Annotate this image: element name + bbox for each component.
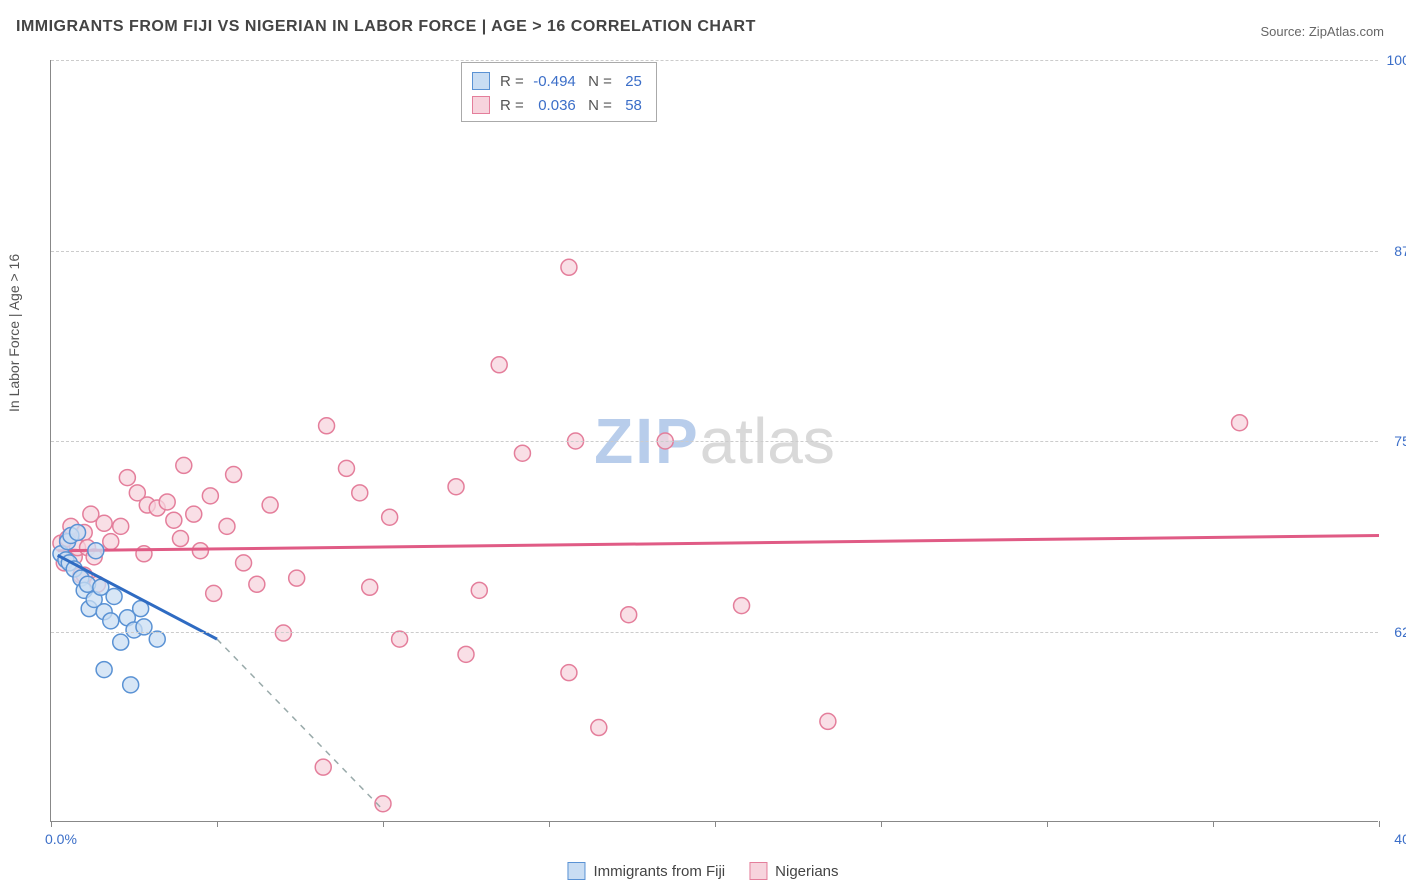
xtick bbox=[715, 821, 716, 827]
xtick bbox=[549, 821, 550, 827]
data-point bbox=[561, 665, 577, 681]
data-point bbox=[561, 259, 577, 275]
data-point bbox=[362, 579, 378, 595]
data-point bbox=[289, 570, 305, 586]
data-point bbox=[119, 470, 135, 486]
swatch-nigerian-icon bbox=[749, 862, 767, 880]
legend-item-nigerian: Nigerians bbox=[749, 862, 838, 880]
data-point bbox=[319, 418, 335, 434]
gridline bbox=[51, 60, 1378, 61]
legend-label-nigerian: Nigerians bbox=[775, 863, 838, 880]
ytick-label: 62.5% bbox=[1394, 624, 1406, 640]
data-point bbox=[491, 357, 507, 373]
data-point bbox=[275, 625, 291, 641]
xtick bbox=[1379, 821, 1380, 827]
ytick-label: 87.5% bbox=[1394, 243, 1406, 259]
data-point bbox=[315, 759, 331, 775]
xtick bbox=[217, 821, 218, 827]
data-point bbox=[136, 619, 152, 635]
data-point bbox=[202, 488, 218, 504]
data-point bbox=[226, 467, 242, 483]
data-point bbox=[734, 598, 750, 614]
data-point bbox=[392, 631, 408, 647]
xtick bbox=[383, 821, 384, 827]
data-point bbox=[88, 543, 104, 559]
data-point bbox=[448, 479, 464, 495]
data-point bbox=[514, 445, 530, 461]
data-point bbox=[149, 631, 165, 647]
data-point bbox=[236, 555, 252, 571]
ytick-label: 75.0% bbox=[1394, 433, 1406, 449]
data-point bbox=[96, 515, 112, 531]
data-point bbox=[820, 713, 836, 729]
regression-line bbox=[58, 535, 1379, 550]
chart-title: IMMIGRANTS FROM FIJI VS NIGERIAN IN LABO… bbox=[16, 18, 756, 36]
legend-label-fiji: Immigrants from Fiji bbox=[593, 863, 725, 880]
gridline bbox=[51, 251, 1378, 252]
data-point bbox=[591, 720, 607, 736]
data-point bbox=[621, 607, 637, 623]
data-point bbox=[166, 512, 182, 528]
data-point bbox=[113, 634, 129, 650]
data-point bbox=[113, 518, 129, 534]
xtick-label-max: 40.0% bbox=[1394, 831, 1406, 847]
gridline bbox=[51, 441, 1378, 442]
data-point bbox=[458, 646, 474, 662]
y-axis-label: In Labor Force | Age > 16 bbox=[6, 254, 22, 412]
data-point bbox=[206, 585, 222, 601]
footer-legend: Immigrants from Fiji Nigerians bbox=[567, 862, 838, 880]
data-point bbox=[123, 677, 139, 693]
xtick bbox=[51, 821, 52, 827]
data-point bbox=[471, 582, 487, 598]
data-point bbox=[103, 613, 119, 629]
source-attribution: Source: ZipAtlas.com bbox=[1260, 24, 1384, 39]
gridline bbox=[51, 632, 1378, 633]
data-point bbox=[106, 588, 122, 604]
data-point bbox=[249, 576, 265, 592]
data-point bbox=[70, 524, 86, 540]
data-point bbox=[1232, 415, 1248, 431]
data-point bbox=[352, 485, 368, 501]
data-point bbox=[192, 543, 208, 559]
xtick bbox=[881, 821, 882, 827]
swatch-fiji-icon bbox=[567, 862, 585, 880]
data-point bbox=[382, 509, 398, 525]
data-point bbox=[219, 518, 235, 534]
data-point bbox=[103, 534, 119, 550]
xtick bbox=[1047, 821, 1048, 827]
legend-item-fiji: Immigrants from Fiji bbox=[567, 862, 725, 880]
xtick-label-min: 0.0% bbox=[45, 831, 77, 847]
data-point bbox=[172, 531, 188, 547]
data-point bbox=[176, 457, 192, 473]
ytick-label: 100.0% bbox=[1387, 52, 1406, 68]
data-point bbox=[338, 460, 354, 476]
data-point bbox=[96, 662, 112, 678]
data-point bbox=[262, 497, 278, 513]
data-point bbox=[159, 494, 175, 510]
regression-line-extrapolated bbox=[217, 639, 383, 810]
data-point bbox=[186, 506, 202, 522]
scatter-plot: ZIPatlas R = -0.494 N = 25 R = 0.036 N =… bbox=[50, 60, 1378, 822]
xtick bbox=[1213, 821, 1214, 827]
